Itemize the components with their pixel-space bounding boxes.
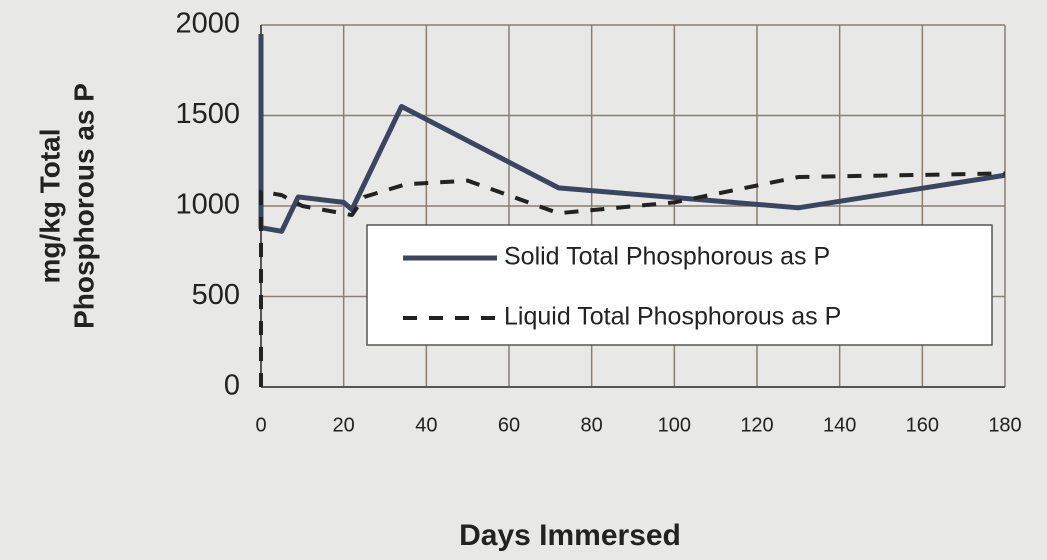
y-tick-label: 1000 [175, 189, 240, 221]
x-tick-label: 140 [823, 414, 856, 436]
x-tick-label: 120 [740, 414, 773, 436]
y-tick-label: 1500 [175, 98, 240, 130]
x-tick-label: 100 [658, 414, 691, 436]
x-tick-label: 20 [333, 414, 355, 436]
y-tick-label: 500 [192, 279, 240, 311]
x-tick-label: 180 [988, 414, 1021, 436]
data-line [259, 171, 1006, 387]
y-axis-label: mg/kg Total Phosphorous as P [34, 83, 99, 329]
legend-label: Liquid Total Phosphorous as P [504, 303, 841, 331]
x-tick-label: 160 [906, 414, 939, 436]
y-axis-label-line: mg/kg Total [34, 128, 65, 283]
x-tick-label: 60 [498, 414, 520, 436]
legend [366, 224, 993, 346]
y-tick-label: 0 [224, 370, 240, 402]
x-tick-label: 80 [581, 414, 603, 436]
x-tick-label: 40 [415, 414, 437, 436]
x-axis-label: Days Immersed [459, 519, 681, 552]
legend-label: Solid Total Phosphorous as P [504, 243, 830, 271]
y-tick-label: 2000 [175, 8, 240, 40]
x-tick-label: 0 [255, 414, 266, 436]
data-line [258, 34, 1006, 234]
y-axis-label-line: Phosphorous as P [68, 83, 99, 329]
